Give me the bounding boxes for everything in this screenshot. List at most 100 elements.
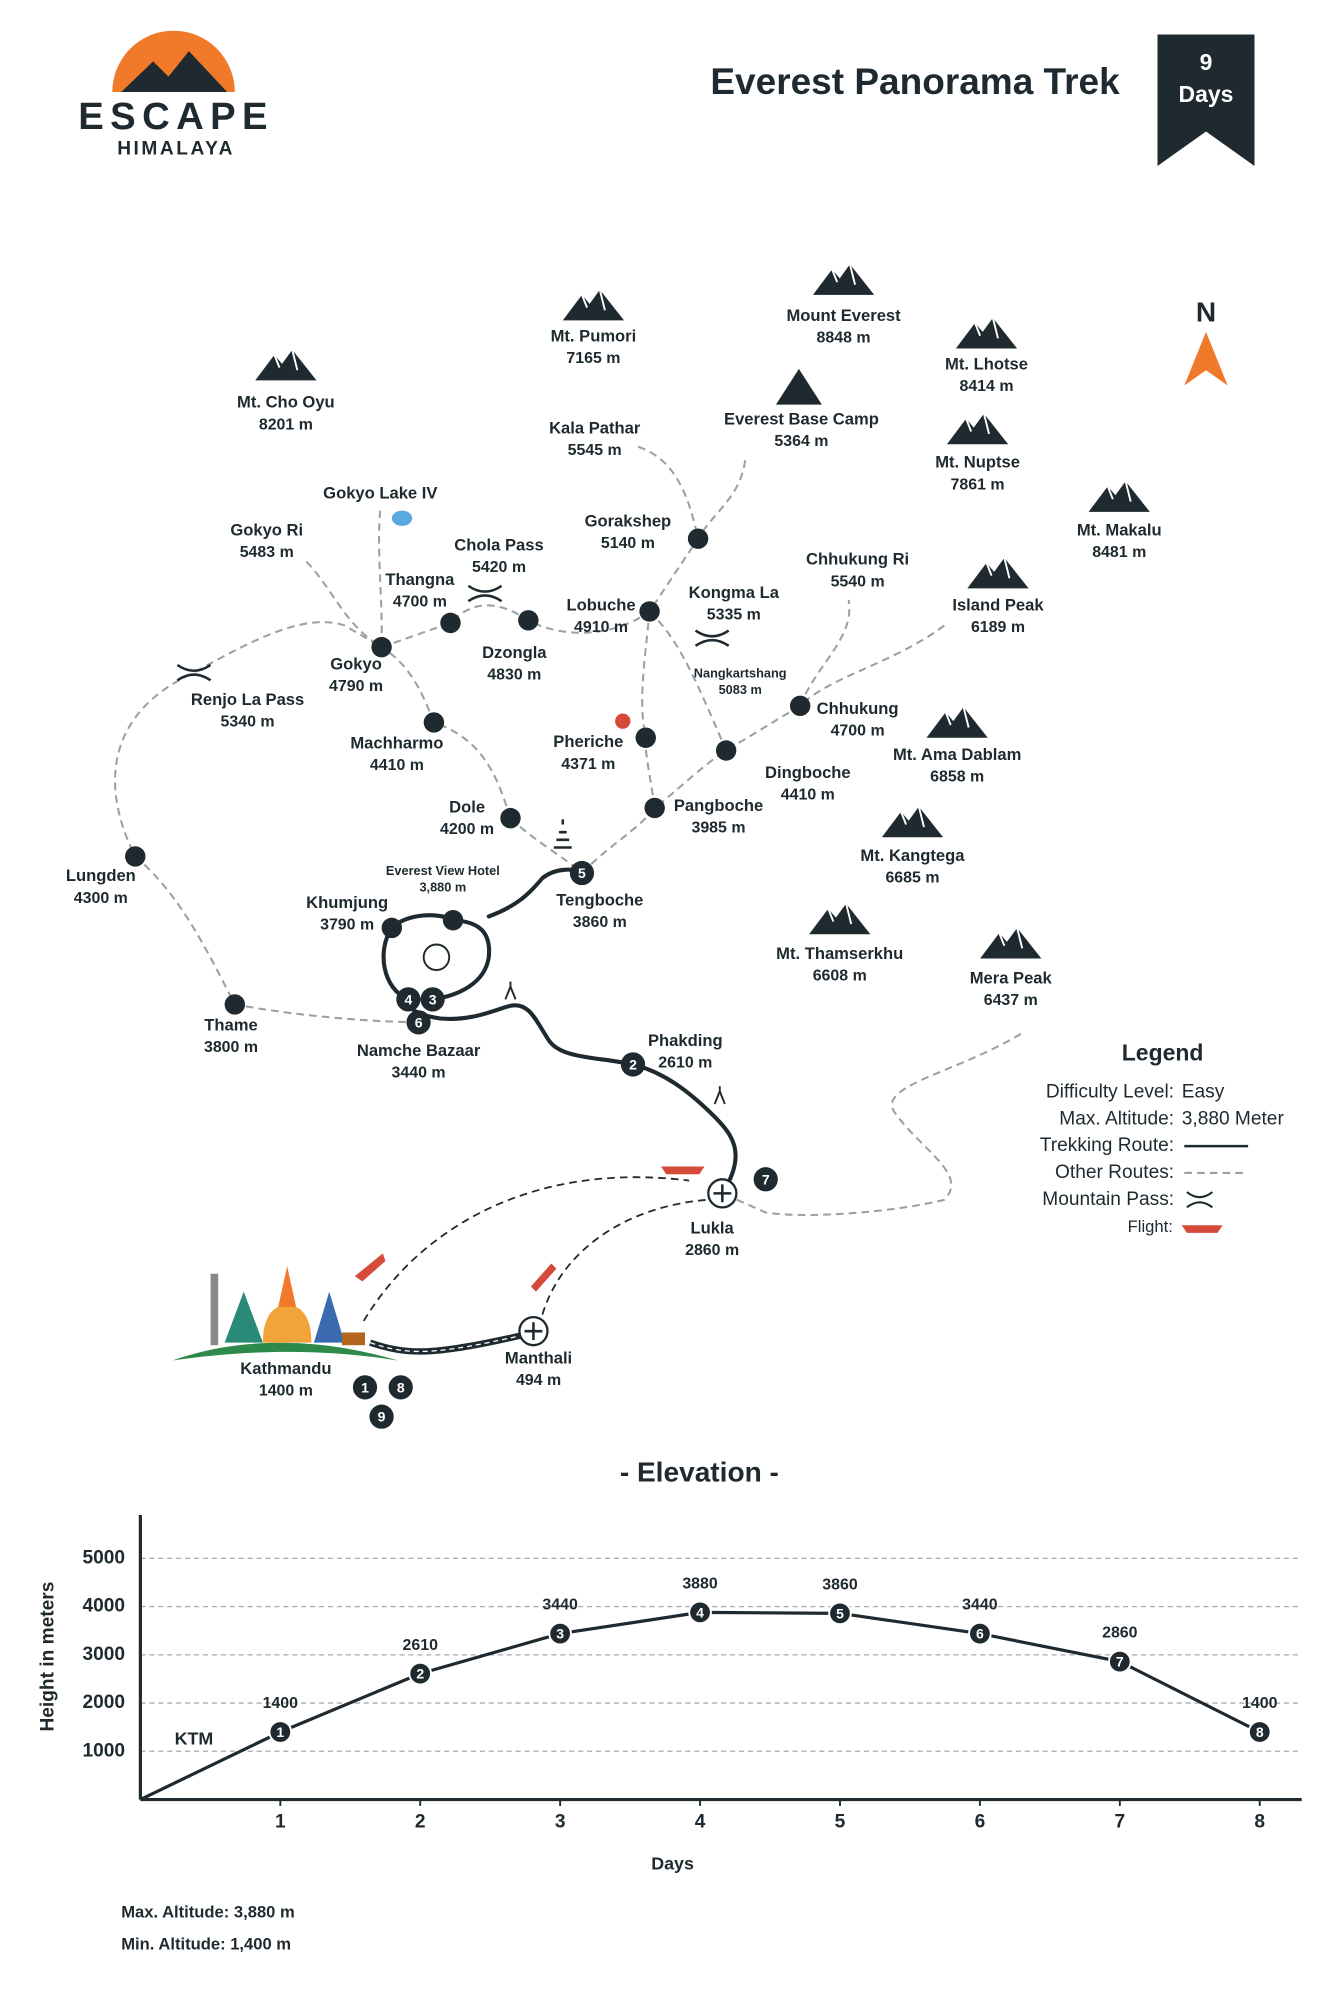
y-tick-label: 1000 [83,1740,126,1761]
mountain-snow [900,806,925,828]
place-altitude: 6858 m [930,769,984,786]
point-day: 6 [976,1626,984,1642]
place-name: Mt. Lhotse [945,354,1028,373]
y-axis-label: Height in meters [38,1582,59,1732]
place-name: Chola Pass [454,536,543,555]
day-marker [753,1167,778,1192]
mountain-icon [980,927,1042,959]
route-dashed [637,445,700,539]
place-altitude: 4371 m [561,756,615,773]
legend-label: Trekking Route: [1040,1135,1174,1156]
y-tick-label: 3000 [83,1644,126,1665]
place-altitude: 494 m [516,1372,561,1389]
place-name: Renjo La Pass [191,690,304,709]
route-dashed [799,599,851,707]
place-dot [442,910,464,931]
elevation-point [548,1621,572,1646]
elevation-point [828,1601,852,1626]
place-name: Machharmo [350,733,443,752]
day-number: 8 [397,1379,405,1395]
place-altitude: 8414 m [959,378,1013,395]
page-title: Everest Panorama Trek [710,61,1120,102]
place-name: Gokyo [330,654,382,673]
mountain-icon [812,264,875,295]
place-name: Lobuche [567,596,636,615]
place-name: Dingboche [765,763,851,782]
mountain-snow [827,903,853,925]
mountain-snow [944,706,970,728]
elevation-point [968,1621,992,1646]
value-label: 2860 [1102,1625,1138,1642]
place-dot [639,601,660,622]
x-tick-label: 7 [1114,1812,1125,1833]
legend-label: Other Routes: [1055,1162,1174,1183]
place-altitude: 3440 m [392,1065,446,1082]
place-name: Thangna [385,570,455,589]
place-dot [125,846,146,867]
place-dot [500,807,521,829]
place-name: Gokyo Lake IV [323,483,437,502]
place-dot [715,740,737,761]
legend-pass-icon [1186,1191,1214,1209]
place-altitude: 2610 m [658,1054,712,1071]
elevation-line [279,1610,1261,1734]
mountain-icon [562,289,625,321]
x-tick-label: 8 [1254,1812,1265,1833]
legend-label: Flight: [1128,1217,1173,1236]
place-name: Tengboche [556,890,643,909]
place-dot [518,610,539,631]
point-day: 5 [836,1605,844,1621]
place-altitude: 5364 m [774,433,828,450]
elevation-point [268,1720,293,1744]
place-altitude: 8481 m [1092,544,1146,561]
day-marker [369,1404,394,1429]
value-label: 3440 [542,1597,578,1614]
legend-label: Mountain Pass: [1042,1189,1174,1210]
temple [313,1291,345,1343]
chart-annotation: KTM [175,1728,214,1748]
value-label: 3880 [682,1576,718,1593]
place-name: Gokyo Ri [230,520,303,539]
legend-label: Difficulty Level: [1046,1082,1174,1103]
place-name: Mt. Makalu [1077,520,1162,539]
x-tick-label: 6 [975,1812,986,1833]
x-tick-label: 4 [695,1812,706,1833]
place-name: Chhukung [817,699,899,718]
place-name: Mt. Nuptse [935,453,1020,472]
airport-plane [713,1184,732,1203]
place-name: Pangboche [674,796,763,815]
place-altitude: 4700 m [831,723,885,740]
footer-max: Max. Altitude: 3,880 m [121,1902,295,1921]
days-badge [1157,34,1255,167]
place-altitude: 4910 m [574,619,628,636]
tower [210,1273,219,1346]
mountain-snow [998,927,1024,949]
route-dashed [509,817,583,874]
badge-unit: Days [1179,81,1234,107]
place-altitude: 7861 m [951,476,1005,493]
place-name: Kala Pathar [549,418,641,437]
place-name: Kathmandu [240,1359,331,1378]
day-number: 1 [361,1379,369,1395]
mountain-icon [955,317,1018,349]
y-tick-label: 2000 [83,1692,126,1713]
mountain-snow [273,349,299,371]
point-day: 3 [556,1626,564,1642]
mountain-icon [809,903,871,935]
monastery-icon [553,819,572,849]
route-dashed [305,560,383,649]
place-name: Thame [204,1016,257,1035]
logo: ESCAPE HIMALAYA [78,30,268,159]
logo-bottom: HIMALAYA [117,138,235,159]
day-marker [396,987,421,1012]
place-altitude: 1400 m [259,1382,313,1399]
day-marker [620,1052,646,1077]
mountain-snow [831,264,856,285]
place-name: Mount Everest [786,306,901,325]
place-altitude: 3860 m [573,914,627,931]
place-name: Gorakshep [585,511,672,530]
flight-path [541,1198,709,1315]
mountain-snow [985,557,1011,579]
